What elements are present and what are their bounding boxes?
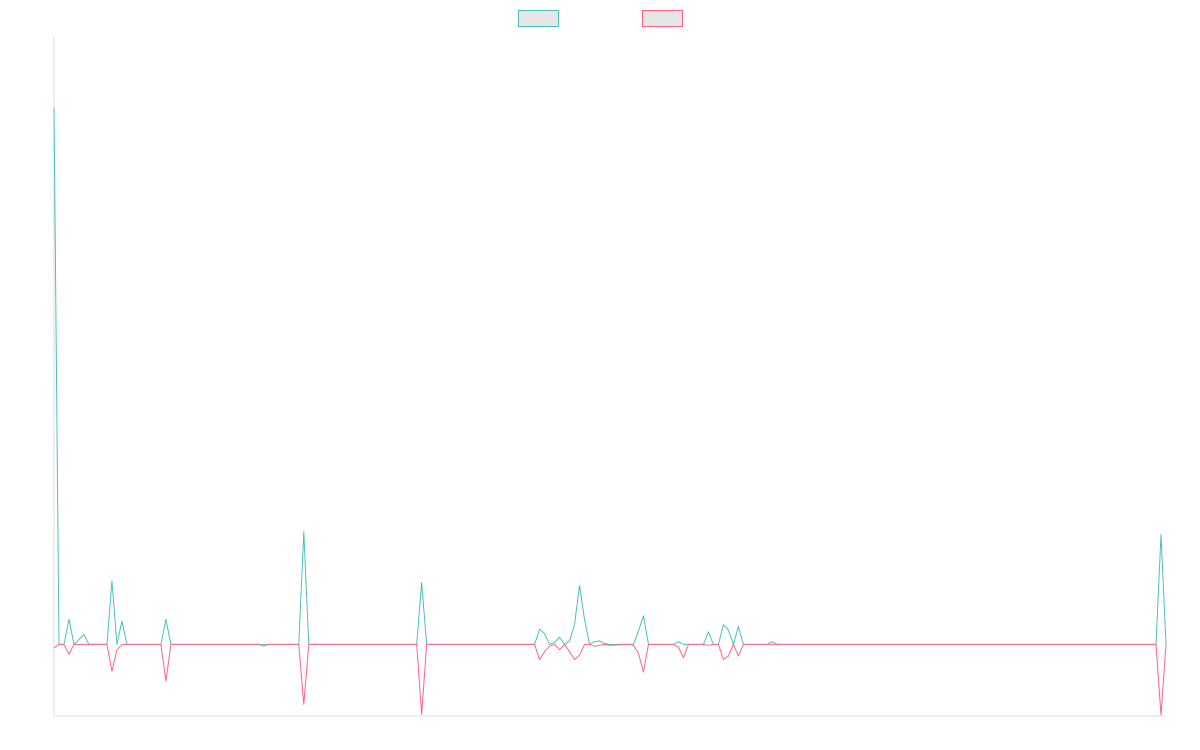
series-line-1: [53, 107, 1167, 645]
legend-swatch-2: [642, 10, 683, 27]
legend-item-1[interactable]: [518, 10, 559, 27]
legend[interactable]: [518, 10, 683, 27]
axes: [53, 36, 1166, 717]
legend-swatch-1: [518, 10, 559, 27]
series-line-2: [53, 643, 1167, 716]
series-layer: [53, 107, 1167, 716]
legend-item-2[interactable]: [642, 10, 683, 27]
